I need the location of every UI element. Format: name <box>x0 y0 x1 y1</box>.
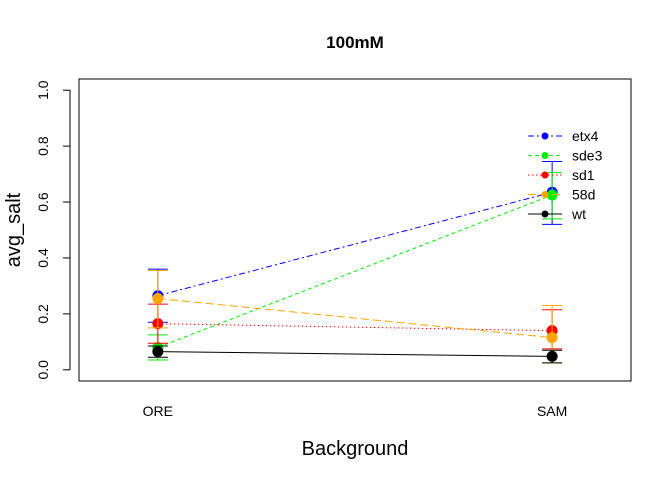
y-tick-label: 0.6 <box>35 192 51 212</box>
legend-label: etx4 <box>572 128 599 144</box>
series-wt <box>147 345 563 364</box>
x-axis-label: Background <box>302 438 409 460</box>
series-line <box>157 191 553 297</box>
legend-marker <box>541 171 549 179</box>
legend-item-wt: wt <box>528 206 586 222</box>
legend-marker <box>541 152 549 159</box>
legend-item-58d: 58d <box>528 187 595 203</box>
x-tick-label: SAM <box>537 403 567 419</box>
legend-label: wt <box>571 206 586 222</box>
legend-item-etx4: etx4 <box>528 128 599 144</box>
chart-title: 100mM <box>326 33 384 52</box>
data-point <box>546 350 558 362</box>
data-point <box>152 346 164 358</box>
legend-label: sd1 <box>572 167 595 183</box>
x-tick-label: ORE <box>143 403 173 419</box>
legend-label: sde3 <box>572 148 603 164</box>
y-axis-label: avg_salt <box>3 192 25 267</box>
series-line <box>157 194 553 348</box>
legend-marker <box>541 132 549 140</box>
series-line <box>157 323 553 332</box>
series-layer <box>147 160 563 364</box>
data-point <box>546 189 558 201</box>
legend-marker <box>541 210 549 218</box>
legend-marker <box>541 191 549 198</box>
y-axis: 0.0 0.2 0.4 0.6 0.8 1.0 <box>35 80 71 380</box>
series-line <box>157 298 553 339</box>
y-tick-label: 0.2 <box>35 304 51 324</box>
data-point <box>152 293 164 305</box>
legend-item-sd1: sd1 <box>528 167 595 183</box>
legend-item-sde3: sde3 <box>528 148 603 164</box>
series-58d <box>147 270 563 364</box>
x-axis: ORE SAM <box>143 403 568 419</box>
legend-label: 58d <box>572 187 595 203</box>
series-line <box>157 351 553 357</box>
legend: etx4 sde3 sd1 58d wt <box>528 128 603 222</box>
y-tick-label: 0.0 <box>35 360 51 380</box>
y-tick-label: 0.4 <box>35 248 51 268</box>
data-point <box>546 332 558 344</box>
y-tick-label: 0.8 <box>35 136 51 156</box>
plot-area-frame <box>78 78 632 382</box>
y-tick-label: 1.0 <box>35 80 51 100</box>
